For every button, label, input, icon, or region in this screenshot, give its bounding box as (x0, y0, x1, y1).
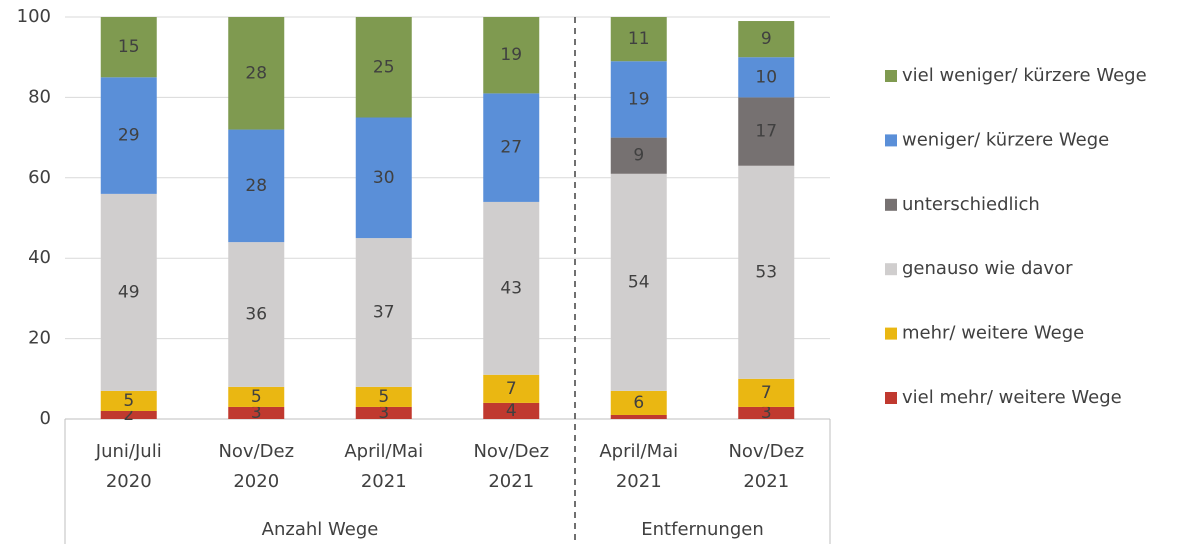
data-label: 5 (251, 387, 262, 407)
data-label: 49 (118, 282, 140, 302)
x-tick-label: 2020 (233, 471, 279, 492)
data-label: 3 (251, 403, 262, 423)
y-tick-label: 100 (17, 6, 51, 27)
legend-label: viel mehr/ weitere Wege (902, 387, 1122, 408)
bar-segment (483, 201, 540, 375)
x-tick-label: April/Mai (599, 441, 678, 462)
data-label: 29 (118, 126, 140, 146)
x-tick-label: Juni/Juli (95, 441, 162, 462)
bar-segment (355, 406, 412, 419)
data-label: 5 (123, 391, 134, 411)
bar-segment (355, 386, 412, 407)
y-tick-label: 60 (28, 167, 51, 188)
y-tick-label: 0 (40, 408, 51, 429)
data-label: 53 (755, 262, 777, 282)
bar-segment (738, 21, 795, 58)
x-tick-label: April/Mai (344, 441, 423, 462)
data-label: 2 (123, 405, 134, 425)
data-label: 7 (761, 383, 772, 403)
bar-segment (100, 390, 157, 411)
data-label: 28 (245, 176, 267, 196)
legend-swatch (885, 198, 897, 211)
data-label: 10 (755, 67, 777, 87)
x-tick-label: 2021 (488, 471, 534, 492)
legend-label: mehr/ weitere Wege (902, 323, 1084, 344)
data-label: 7 (506, 379, 517, 399)
data-label: 36 (245, 304, 267, 324)
legend-label: weniger/ kürzere Wege (902, 129, 1109, 150)
x-tick-label: Nov/Dez (473, 441, 549, 462)
legend-label: unterschiedlich (902, 194, 1040, 215)
data-label: 30 (373, 168, 395, 188)
bar-segment (738, 97, 795, 166)
data-label: 19 (628, 89, 650, 109)
data-label: 25 (373, 57, 395, 77)
data-label: 37 (373, 302, 395, 322)
legend-swatch (885, 70, 897, 82)
bar-segment (100, 77, 157, 194)
bar-segment (100, 17, 157, 78)
bar-segment (738, 57, 795, 98)
legend-swatch (885, 392, 897, 404)
data-label: 6 (633, 393, 644, 413)
group-label: Entfernungen (641, 519, 763, 540)
bar-segment (610, 17, 667, 62)
bar-segment (738, 165, 795, 379)
x-tick-label: 2020 (106, 471, 152, 492)
data-label: 27 (500, 138, 522, 158)
bar-segment (228, 242, 285, 387)
bar-segment (610, 137, 667, 174)
x-tick-label: 2021 (743, 471, 789, 492)
data-label: 9 (633, 146, 644, 166)
data-label: 5 (378, 387, 389, 407)
bar-segment (483, 17, 540, 94)
data-label: 54 (628, 272, 650, 292)
bar-segment (355, 17, 412, 118)
x-tick-label: Nov/Dez (728, 441, 804, 462)
data-label: 3 (761, 403, 772, 423)
bar-segment (228, 386, 285, 407)
data-label: 19 (500, 45, 522, 65)
bar-segment (100, 193, 157, 391)
data-label: 28 (245, 63, 267, 83)
bar-segment (483, 402, 540, 419)
bar-segment (483, 93, 540, 202)
bar-segment (738, 406, 795, 419)
bar-segment (610, 390, 667, 415)
bar-segment (228, 129, 285, 243)
data-label: 9 (761, 29, 772, 49)
y-tick-label: 40 (28, 247, 51, 268)
data-label: 15 (118, 37, 140, 57)
legend-label: viel weniger/ kürzere Wege (902, 65, 1147, 86)
bar-segment (100, 410, 157, 419)
bar-segment (355, 117, 412, 239)
bar-segment (483, 374, 540, 403)
data-label: 11 (628, 29, 650, 49)
y-tick-label: 20 (28, 328, 51, 349)
legend-swatch (885, 134, 897, 147)
legend-label: genauso wie davor (902, 258, 1073, 279)
x-tick-label: Nov/Dez (218, 441, 294, 462)
bar-segment (228, 406, 285, 419)
bar-segment (610, 414, 667, 419)
x-tick-label: 2021 (616, 471, 662, 492)
legend-swatch (885, 327, 897, 340)
bar-segment (228, 17, 285, 130)
group-label: Anzahl Wege (262, 519, 379, 540)
legend-swatch (885, 263, 897, 276)
data-label: 3 (378, 403, 389, 423)
y-tick-label: 80 (28, 86, 51, 107)
data-label: 4 (506, 401, 517, 421)
bar-segment (610, 173, 667, 391)
bar-segment (610, 61, 667, 138)
x-tick-label: 2021 (361, 471, 407, 492)
bar-segment (355, 238, 412, 387)
data-label: 17 (755, 122, 777, 142)
data-label: 43 (500, 278, 522, 298)
bar-segment (738, 378, 795, 407)
